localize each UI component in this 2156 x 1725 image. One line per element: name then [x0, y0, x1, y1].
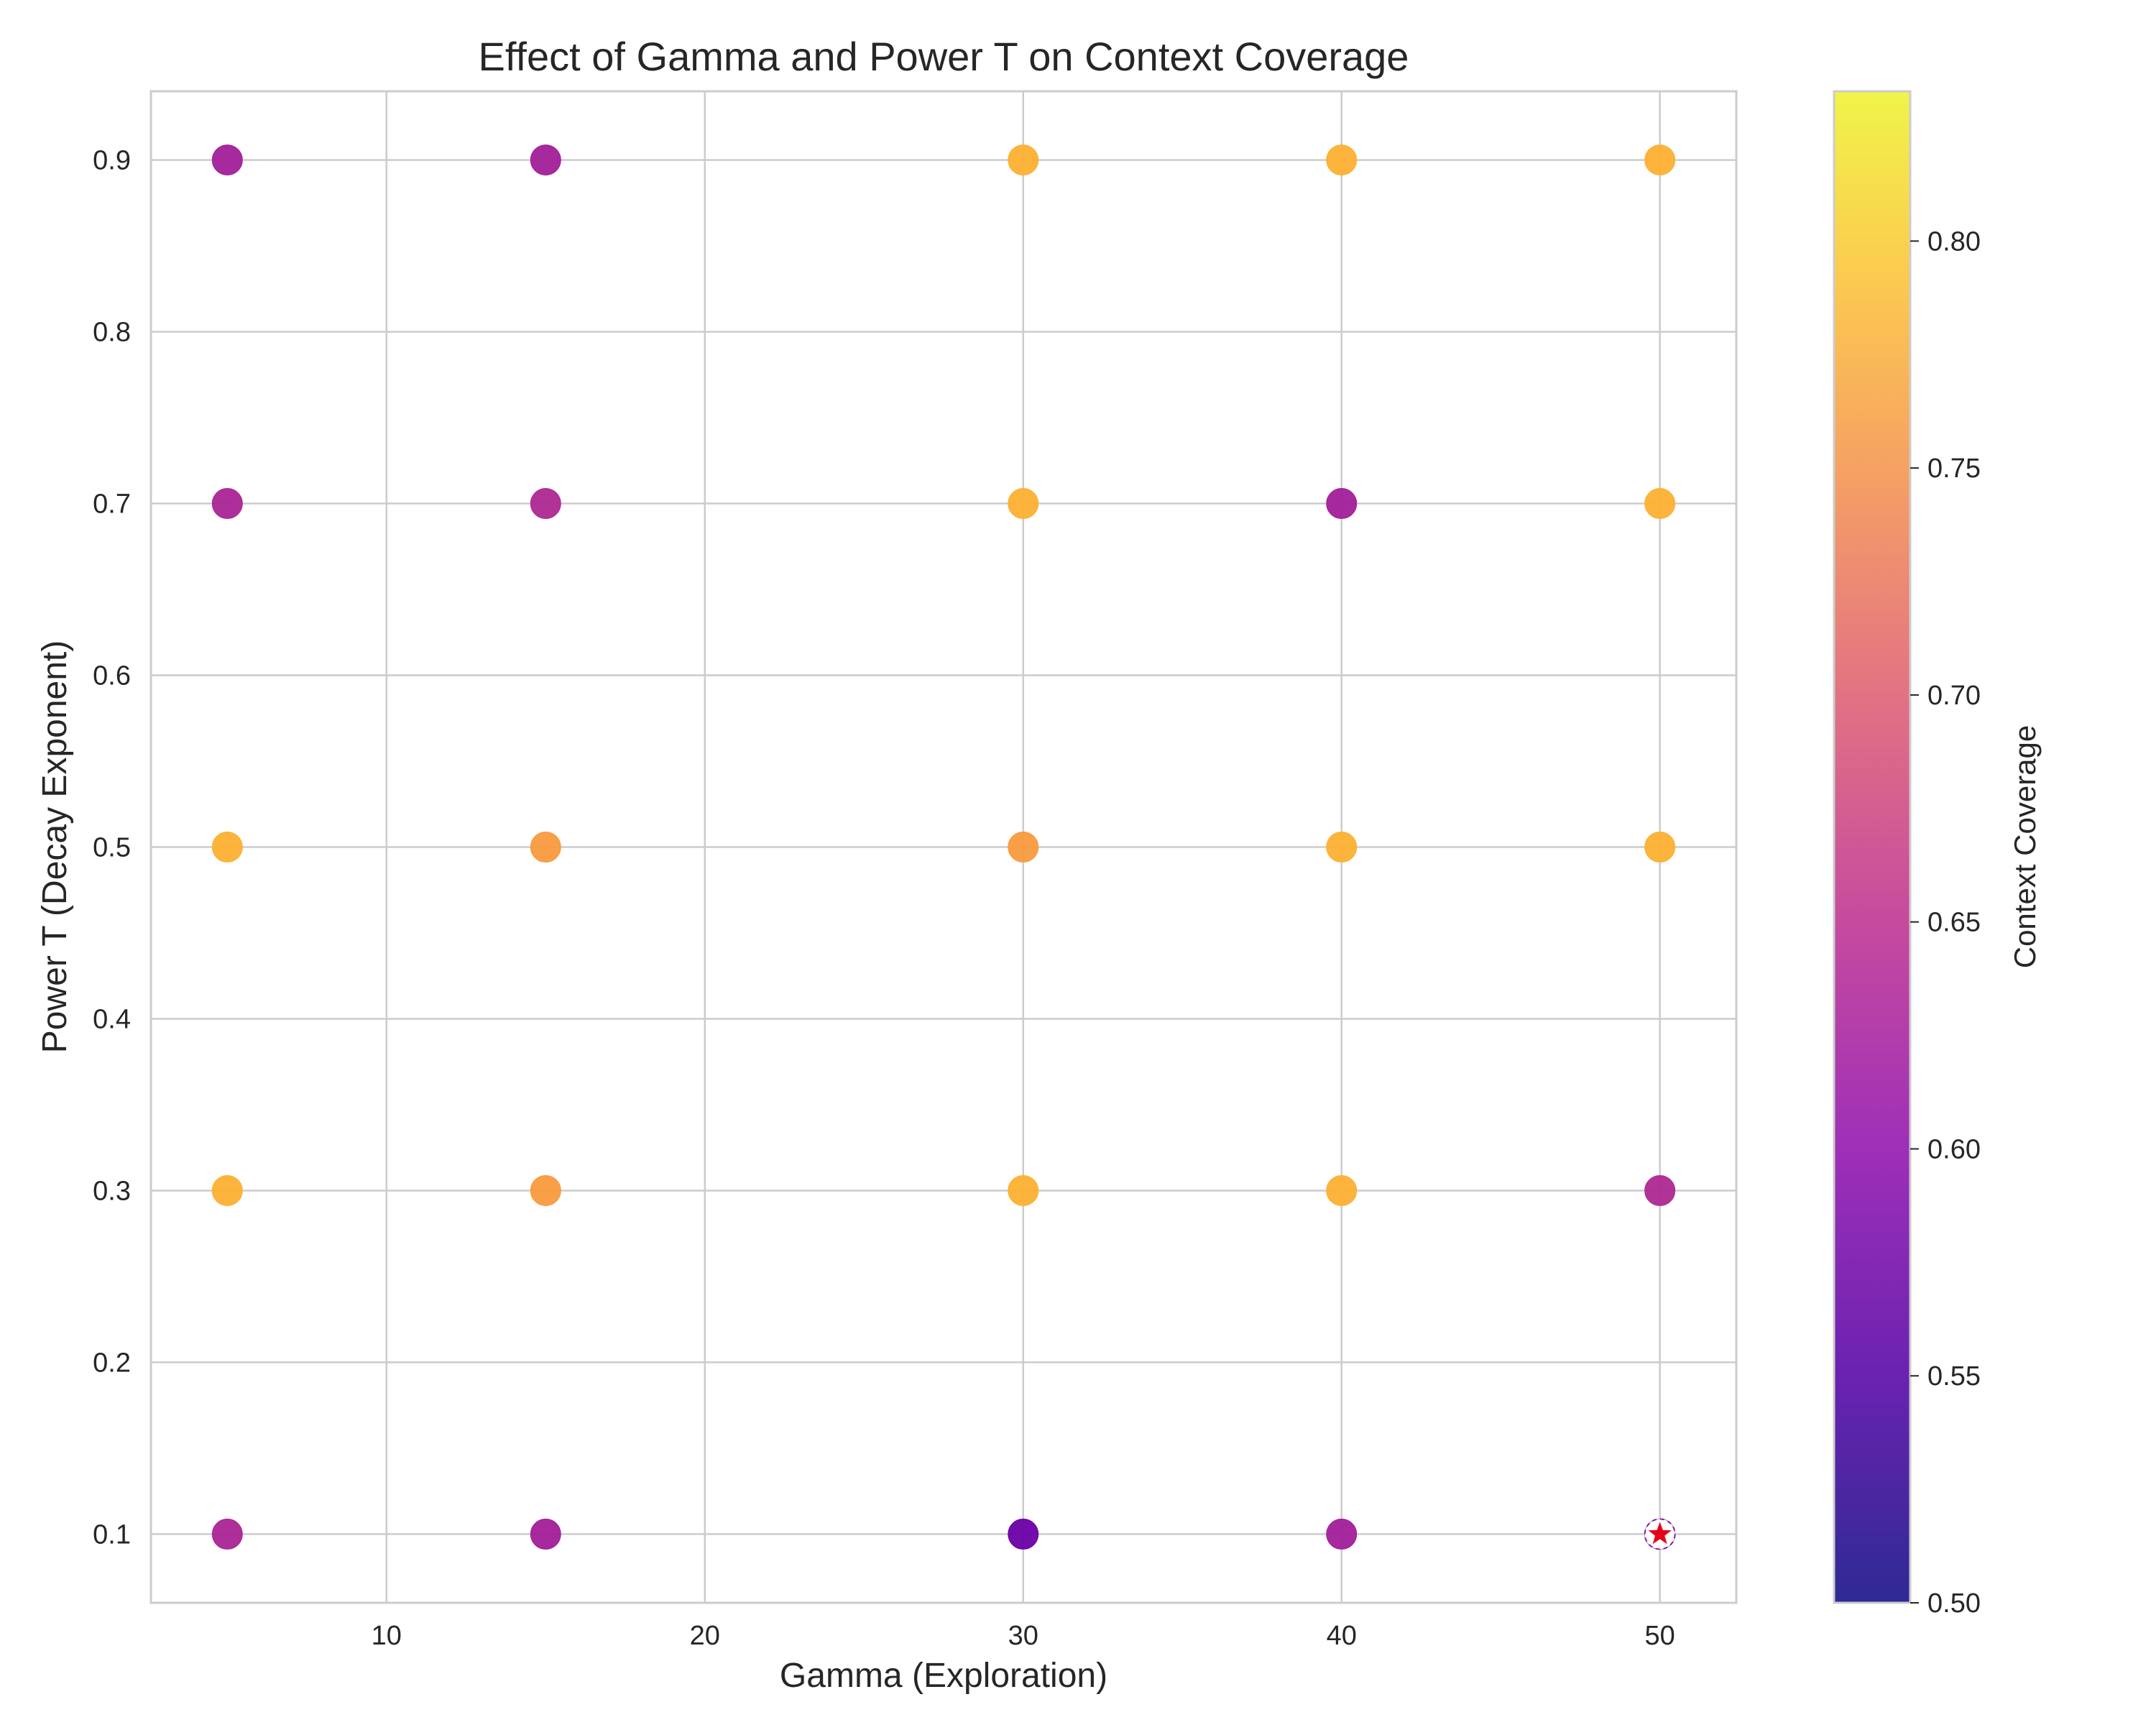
data-point — [1008, 1174, 1039, 1206]
y-tick-label: 0.7 — [93, 489, 131, 520]
data-point — [1644, 144, 1676, 176]
y-tick-label: 0.3 — [93, 1176, 131, 1206]
data-point — [1008, 488, 1039, 520]
colorbar-tick-label: 0.75 — [1927, 454, 1981, 484]
y-tick-label: 0.4 — [93, 1004, 131, 1034]
data-point — [1326, 832, 1358, 862]
data-point — [211, 832, 243, 862]
data-point — [211, 144, 243, 176]
x-tick-label: 30 — [1008, 1621, 1038, 1651]
data-point — [1326, 144, 1358, 176]
y-tick-label: 0.5 — [93, 833, 131, 863]
y-tick-label: 0.8 — [93, 318, 131, 348]
data-point — [1644, 1174, 1676, 1206]
y-tick-label: 0.9 — [93, 146, 131, 176]
colorbar — [1833, 90, 1912, 1604]
data-point — [211, 1174, 243, 1206]
data-point — [530, 1174, 561, 1206]
y-axis: 0.1 0.2 0.3 0.4 0.5 0.6 0.7 0.8 0.9 — [93, 146, 131, 1550]
data-point — [530, 1518, 561, 1550]
data-point — [530, 144, 561, 176]
y-tick-label: 0.1 — [93, 1519, 131, 1550]
data-point — [1008, 1518, 1039, 1550]
data-point — [1326, 488, 1358, 520]
data-point — [211, 1518, 243, 1550]
colorbar-tick-label: 0.80 — [1927, 226, 1981, 257]
data-points — [211, 144, 1676, 1550]
data-point — [1326, 1174, 1358, 1206]
plot-frame — [149, 90, 1738, 1604]
data-point — [530, 832, 561, 862]
x-tick-label: 40 — [1327, 1621, 1357, 1651]
y-axis-title: Power T (Decay Exponent) — [36, 640, 74, 1054]
best-point-highlight — [1644, 1518, 1676, 1550]
highlight-star-marker — [1648, 1522, 1672, 1545]
chart-title: Effect of Gamma and Power T on Context C… — [479, 34, 1409, 79]
data-point — [211, 488, 243, 520]
colorbar-tick-label: 0.50 — [1927, 1588, 1981, 1619]
data-point — [530, 488, 561, 520]
colorbar-tick-label: 0.65 — [1927, 908, 1981, 938]
colorbar-tick-label: 0.70 — [1927, 681, 1981, 711]
y-tick-label: 0.6 — [93, 661, 131, 691]
colorbar-tick-label: 0.60 — [1927, 1134, 1981, 1164]
data-point — [1644, 832, 1676, 862]
data-point — [1644, 488, 1676, 520]
colorbar-title: Context Coverage — [2008, 725, 2042, 969]
x-tick-label: 10 — [372, 1621, 402, 1651]
x-tick-label: 50 — [1645, 1621, 1675, 1651]
y-tick-label: 0.2 — [93, 1348, 131, 1378]
data-point — [1008, 832, 1039, 862]
x-axis-title: Gamma (Exploration) — [780, 1657, 1107, 1695]
data-point — [1326, 1518, 1358, 1550]
x-axis: 10 20 30 40 50 — [372, 1621, 1675, 1651]
colorbar-ticks: 0.50 0.55 0.60 0.65 0.70 0.75 0.80 — [1910, 226, 1981, 1619]
colorbar-tick-label: 0.55 — [1927, 1361, 1981, 1392]
data-point — [1008, 144, 1039, 176]
x-tick-label: 20 — [690, 1621, 720, 1651]
